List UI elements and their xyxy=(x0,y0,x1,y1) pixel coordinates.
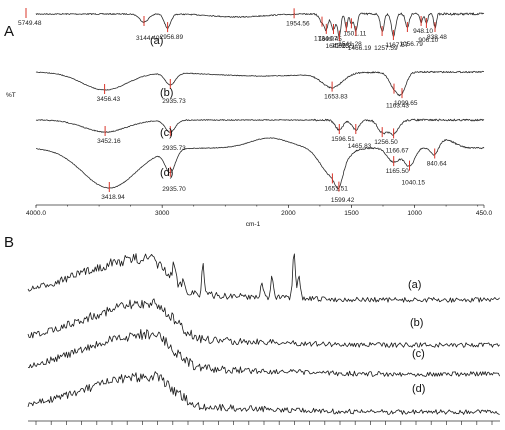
ftir-x-tick-label: 2000 xyxy=(281,210,296,217)
xrd-panel: (a) (b) (c) (d) xyxy=(27,253,500,425)
xrd-curve-label-a: (a) xyxy=(408,279,421,291)
peak-label: 1596.51 xyxy=(331,136,355,143)
peak-label: 1954.56 xyxy=(286,20,310,27)
ftir-spectrum-a xyxy=(35,12,485,38)
xrd-curve-labels: (a) (b) (c) (d) xyxy=(408,279,425,395)
peak-label: 1163.43 xyxy=(386,103,409,110)
peak-label: 1465.83 xyxy=(348,143,372,150)
peak-label: 1257.59 xyxy=(374,45,398,52)
peak-label: 2935.70 xyxy=(162,186,186,193)
xrd-patterns xyxy=(27,253,500,415)
xrd-pattern-c xyxy=(27,329,500,377)
peak-label: 2956.89 xyxy=(160,34,184,41)
peak-label: 1541.28 xyxy=(338,41,362,48)
ftir-x-tick-label: 1500 xyxy=(344,210,359,217)
ftir-curve-label-a: (a) xyxy=(150,35,163,47)
xrd-pattern-a xyxy=(27,253,500,303)
peak-label: 2935.73 xyxy=(162,145,186,152)
peak-label: 906.10 xyxy=(418,37,438,44)
ftir-x-tick-label: 1000 xyxy=(407,210,422,217)
ftir-curve-label-d: (d) xyxy=(160,167,173,179)
ftir-spectrum-b xyxy=(35,70,484,97)
ftir-x-tick-label: 4000.0 xyxy=(26,210,46,217)
xrd-curve-label-b: (b) xyxy=(410,317,423,329)
peak-label: 1734.07 xyxy=(314,36,338,43)
peak-label: 1596.21 xyxy=(331,43,355,50)
ftir-x-ticks: 4000.0 3000 2000 1500 1000 450.0 xyxy=(26,205,493,217)
peak-label: 1466.19 xyxy=(348,45,372,52)
peak-label: 3144.40 xyxy=(136,35,160,42)
peak-label: 1501.11 xyxy=(343,30,366,37)
ftir-curve-label-b: (b) xyxy=(160,87,173,99)
peak-label: 1653.83 xyxy=(324,94,348,101)
xrd-pattern-d xyxy=(27,371,500,415)
peak-label: 1699.45 xyxy=(318,36,342,43)
xrd-x-ticks xyxy=(35,421,493,425)
ftir-x-tick-label: 450.0 xyxy=(476,210,493,217)
ftir-spectrum-c xyxy=(35,118,485,136)
peak-label: 1056.79 xyxy=(399,41,423,48)
peak-label: 3456.43 xyxy=(97,96,121,103)
peak-label: 948.10 xyxy=(413,28,433,35)
ftir-curve-label-c: (c) xyxy=(160,127,173,139)
ftir-curve-labels: (a) (b) (c) (d) xyxy=(150,35,173,179)
peak-label: 1040.15 xyxy=(402,180,426,187)
peak-label: 3418.94 xyxy=(101,194,125,201)
xrd-curve-label-c: (c) xyxy=(412,348,425,360)
panel-letter-a: A xyxy=(4,23,14,40)
peak-label: 2935.73 xyxy=(162,98,186,105)
peak-label: 838.48 xyxy=(427,34,447,41)
peak-label: 1167.57 xyxy=(385,42,408,49)
panel-letter-b: B xyxy=(4,234,14,251)
peak-label: 1165.50 xyxy=(386,168,409,175)
peak-label: 1256.50 xyxy=(374,139,398,146)
peak-label: 840.64 xyxy=(427,161,447,168)
peak-label: 3452.16 xyxy=(97,138,121,145)
peak-label: 1642.25 xyxy=(326,43,350,50)
peak-label: 5749.48 xyxy=(18,20,42,27)
xrd-pattern-b xyxy=(27,298,500,348)
ftir-x-axis-title: cm-1 xyxy=(246,221,261,228)
xrd-curve-label-d: (d) xyxy=(412,383,425,395)
peak-label: 1599.42 xyxy=(331,197,355,204)
ftir-panel: 5749.48 3144.40 2956.89 1734.071699.451642.… xyxy=(6,8,493,228)
peak-label: 1651.51 xyxy=(324,185,348,192)
peak-label: 1099.65 xyxy=(394,100,418,107)
ftir-y-axis-label: %T xyxy=(6,92,16,99)
ftir-x-tick-label: 3000 xyxy=(155,210,170,217)
ftir-peak-labels: 5749.48 3144.40 2956.89 1734.071699.451642.… xyxy=(18,8,447,204)
peak-label: 1166.67 xyxy=(386,147,409,154)
